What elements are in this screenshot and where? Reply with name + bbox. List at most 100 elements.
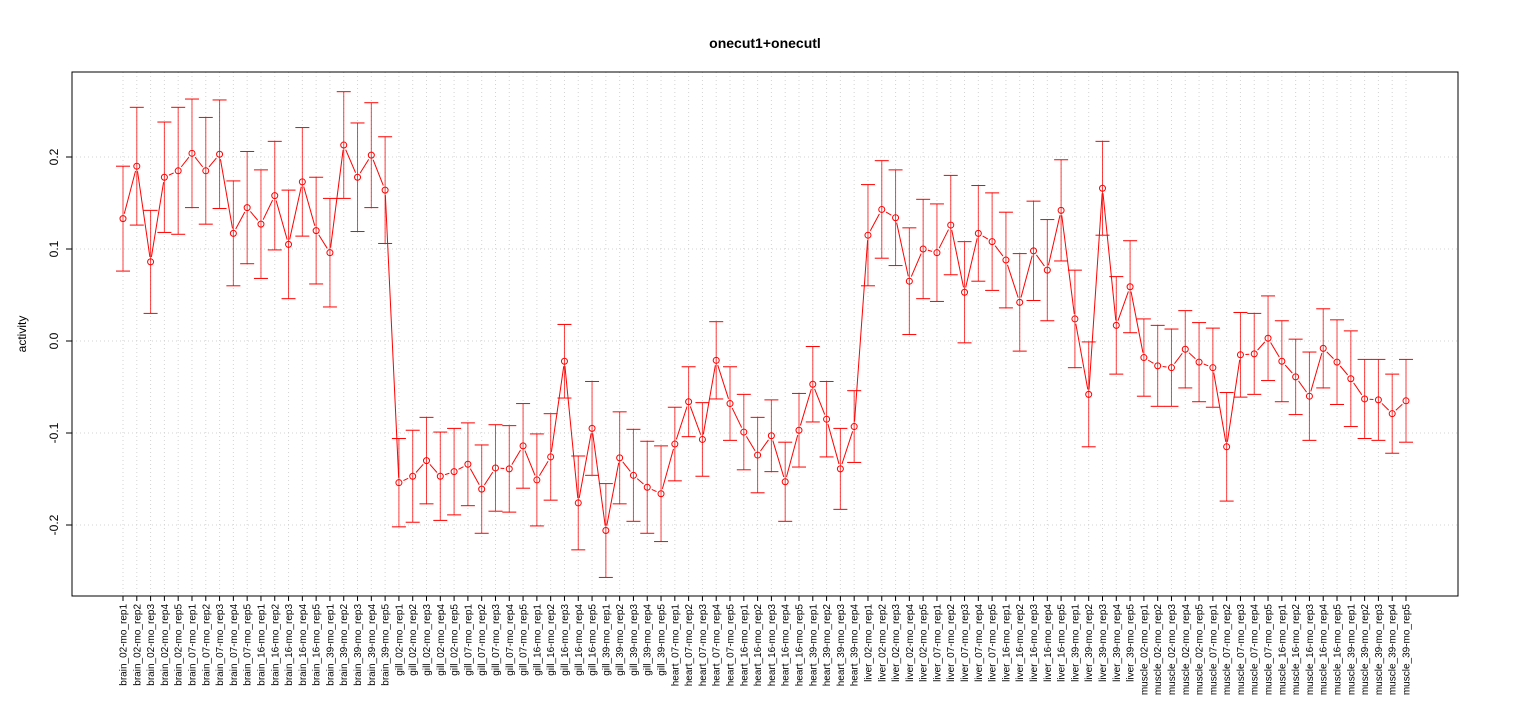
series-line-segment [1148,360,1153,363]
x-tick-label: brain_39-mo_rep1 [325,604,336,686]
series-line-segment [236,212,245,229]
series-line-segment [276,200,287,239]
x-tick-label: brain_02-mo_rep2 [132,604,143,686]
series-line-segment [565,366,578,498]
y-axis-label: activity [15,316,29,353]
series-line-segment [1327,352,1334,359]
x-tick-label: heart_07-mo_rep1 [670,604,681,687]
series-line-segment [1189,353,1195,359]
series-line-segment [732,408,741,428]
series-line-segment [1163,367,1167,368]
grid [72,72,1458,596]
series-line-segment [1048,215,1060,265]
x-tick-label: gill_07-mo_rep5 [519,604,530,676]
x-tick-label: muscle_16-mo_rep1 [1277,604,1288,696]
chart-title: onecut1+onecutl [709,35,821,51]
x-tick-label: muscle_39-mo_rep5 [1402,604,1413,696]
series-line-segment [995,246,1003,256]
x-tick-label: muscle_07-mo_rep2 [1222,604,1233,696]
y-tick-label: 0.2 [47,148,61,165]
series-line-segment [416,464,423,472]
x-tick-label: brain_39-mo_rep3 [353,604,364,686]
x-tick-label: liver_16-mo_rep2 [1015,604,1026,682]
x-tick-label: muscle_16-mo_rep5 [1333,604,1344,696]
series-line-segment [815,389,825,415]
x-tick-label: liver_16-mo_rep3 [1029,604,1040,682]
series-line-segment [662,449,673,489]
series-line-segment [1271,343,1280,357]
x-tick-label: heart_07-mo_rep4 [712,604,723,687]
series-line-segment [138,171,150,257]
series-line-segment [512,450,521,464]
y-tick-label: 0.0 [47,332,61,349]
x-tick-label: liver_39-mo_rep5 [1126,604,1137,682]
x-tick-label: heart_16-mo_rep2 [753,604,764,687]
series-line-segment [1021,256,1032,298]
x-tick-label: liver_16-mo_rep1 [1001,604,1012,682]
x-tick-label: muscle_02-mo_rep3 [1167,604,1178,696]
data-series [116,92,1413,578]
series-line-segment [1227,360,1239,442]
x-tick-label: brain_16-mo_rep1 [256,604,267,686]
series-line-segment [1354,383,1362,395]
series-line-segment [360,159,368,173]
series-line-segment [690,406,700,434]
series-line-segment [124,171,135,214]
x-tick-label: brain_39-mo_rep4 [367,604,378,686]
x-tick-label: muscle_16-mo_rep4 [1319,604,1330,696]
x-tick-label: heart_07-mo_rep2 [684,604,695,687]
x-tick-label: liver_02-mo_rep1 [863,604,874,682]
x-tick-label: brain_16-mo_rep4 [298,604,309,686]
x-tick-label: liver_07-mo_rep2 [946,604,957,682]
series-line-segment [209,158,216,167]
series-line-segment [786,435,797,477]
series-line-segment [539,461,548,475]
x-tick-label: liver_07-mo_rep3 [960,604,971,682]
x-tick-label: liver_39-mo_rep4 [1112,604,1123,682]
x-tick-label: muscle_16-mo_rep3 [1305,604,1316,696]
series-line-segment [1258,342,1265,350]
x-tick-label: liver_39-mo_rep3 [1098,604,1109,682]
series-line-segment [250,211,257,220]
x-tick-label: muscle_16-mo_rep2 [1291,604,1302,696]
x-tick-label: brain_02-mo_rep3 [146,604,157,686]
series-line-segment [459,467,464,470]
series-line-segment [169,173,174,175]
x-tick-label: muscle_02-mo_rep4 [1181,604,1192,696]
x-tick-label: gill_39-mo_rep5 [657,604,668,676]
series-line-segment [579,433,591,498]
series-line-segment [1103,193,1116,320]
series-line-segment [1118,291,1128,320]
x-tick-label: muscle_02-mo_rep1 [1139,604,1150,696]
series-line-segment [1089,193,1102,389]
x-tick-label: heart_07-mo_rep3 [698,604,709,687]
x-tick-label: muscle_07-mo_rep1 [1208,604,1219,696]
series-line-segment [897,223,909,277]
series-line-segment [828,424,839,464]
x-tick-label: brain_02-mo_rep1 [119,604,130,686]
series-line-segment [403,478,408,480]
x-tick-label: liver_07-mo_rep4 [974,604,985,682]
x-tick-label: gill_39-mo_rep3 [629,604,640,676]
series-line-segment [1382,403,1389,410]
x-tick-label: muscle_39-mo_rep2 [1360,604,1371,696]
x-tick-label: muscle_07-mo_rep3 [1236,604,1247,696]
series-line-segment [855,240,868,421]
series-line-segment [445,473,449,474]
x-tick-label: muscle_39-mo_rep3 [1374,604,1385,696]
x-tick-label: brain_07-mo_rep5 [243,604,254,686]
x-tick-label: muscle_39-mo_rep4 [1388,604,1399,696]
x-tick-label: brain_39-mo_rep5 [381,604,392,686]
series-line-segment [1311,353,1322,391]
x-tick-label: gill_39-mo_rep2 [615,604,626,676]
series-line-segment [870,214,879,231]
x-tick-label: gill_39-mo_rep1 [601,604,612,676]
series-line-segment [470,469,479,485]
x-tick-label: muscle_02-mo_rep5 [1195,604,1206,696]
series-line-segment [1007,265,1018,298]
x-tick-label: brain_07-mo_rep1 [187,604,198,686]
series-line-segment [746,436,755,450]
series-line-segment [1340,366,1347,375]
x-tick-label: gill_16-mo_rep5 [588,604,599,676]
x-tick-label: brain_39-mo_rep2 [339,604,350,686]
